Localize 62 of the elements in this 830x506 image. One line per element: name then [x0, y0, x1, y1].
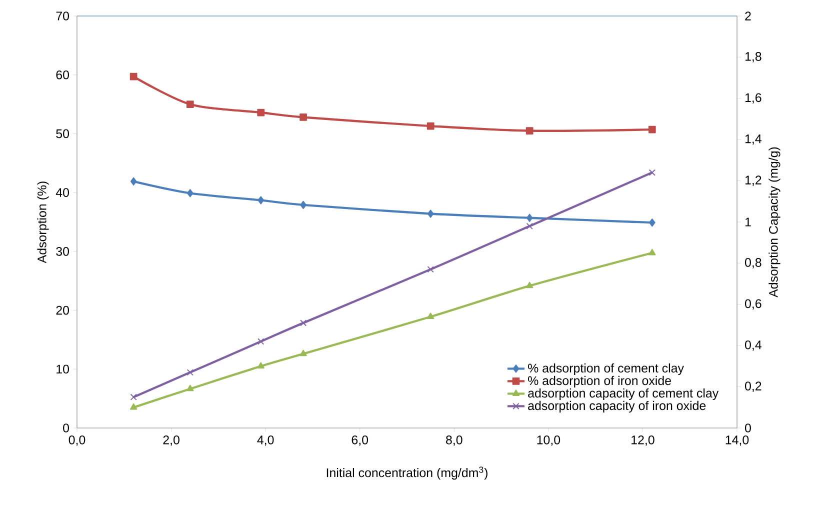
- point: [648, 169, 656, 176]
- y2-tick-label: 0: [745, 424, 751, 432]
- x-tick-label: 0,0: [68, 436, 86, 446]
- point: [526, 214, 533, 222]
- y-tick-label: 70: [56, 12, 70, 20]
- point: [186, 384, 194, 392]
- point: [526, 127, 534, 134]
- x-tick-label: 14,0: [726, 436, 749, 446]
- point: [648, 248, 656, 256]
- y-tick-label: 60: [56, 70, 70, 80]
- point: [258, 196, 264, 204]
- point: [257, 362, 264, 368]
- point: [526, 282, 534, 288]
- x-tick-label: 8,0: [446, 436, 462, 446]
- point: [130, 177, 137, 186]
- y2-tick-label: 0,8: [745, 258, 762, 268]
- point: [257, 108, 265, 116]
- point: [300, 200, 306, 210]
- point: [130, 403, 138, 410]
- y2-tick-label: 1,2: [745, 176, 762, 186]
- point: [258, 338, 264, 345]
- y-tick-label: 30: [56, 247, 70, 256]
- legend-label: % adsorption of iron oxide: [528, 376, 671, 388]
- point: [427, 266, 434, 273]
- point: [648, 218, 656, 227]
- y-tick-label: 0: [63, 424, 70, 432]
- x-tick-label: 10,0: [537, 436, 560, 446]
- x-tick-label: 4,0: [257, 436, 274, 446]
- point: [300, 114, 307, 121]
- x-tick-label: 6,0: [352, 436, 368, 446]
- x-axis-title: Initial concentration (mg/dm$^{3}$): [326, 466, 488, 480]
- y-tick-label: 20: [56, 306, 70, 315]
- y-tick-label: 40: [56, 188, 70, 197]
- y2-tick-label: 1,6: [745, 93, 762, 104]
- point: [427, 210, 434, 218]
- point: [186, 100, 194, 108]
- y2-tick-label: 1,8: [745, 52, 762, 62]
- y2-tick-label: 1: [745, 218, 751, 226]
- point: [426, 312, 434, 320]
- point: [526, 222, 533, 230]
- point: [130, 72, 138, 80]
- point: [130, 394, 137, 400]
- y2-tick-label: 0,6: [745, 299, 762, 310]
- y-tick-label: 50: [56, 129, 70, 138]
- y2-axis-title: Adsorption Capacity (mg/g): [768, 147, 780, 298]
- point: [300, 350, 307, 356]
- legend-label: adsorption capacity of iron oxide: [528, 400, 706, 413]
- y2-tick-label: 0,4: [745, 340, 762, 351]
- point: [186, 369, 194, 376]
- point: [426, 122, 434, 130]
- legend-label: % adsorption of cement clay: [528, 363, 684, 376]
- x-tick-label: 2,0: [163, 436, 180, 446]
- y-tick-label: 10: [56, 364, 70, 374]
- y2-tick-label: 0,2: [745, 382, 762, 392]
- y2-tick-label: 1,4: [745, 134, 762, 145]
- point: [648, 126, 656, 134]
- legend-label: adsorption capacity of cement clay: [528, 388, 719, 400]
- point: [300, 320, 307, 326]
- y-axis-title: Adsorption (%): [37, 182, 49, 264]
- x-tick-label: 12,0: [632, 436, 654, 446]
- y2-tick-label: 2: [745, 12, 751, 20]
- point: [186, 189, 194, 198]
